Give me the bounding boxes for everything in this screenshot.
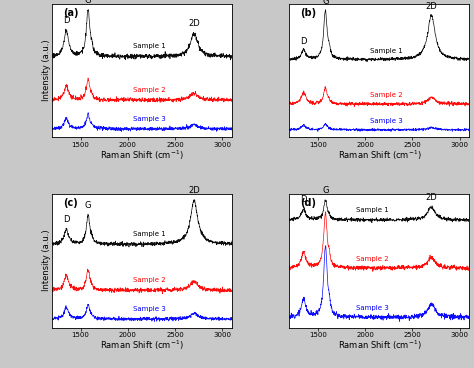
Text: Sample 1: Sample 1 <box>133 231 165 237</box>
Text: Sample 3: Sample 3 <box>133 306 165 312</box>
Text: D: D <box>63 16 70 25</box>
Y-axis label: Intensity (a.u.): Intensity (a.u.) <box>42 40 51 102</box>
Text: Sample 1: Sample 1 <box>370 48 402 54</box>
Text: G: G <box>85 201 91 210</box>
Text: Sample 2: Sample 2 <box>133 277 165 283</box>
Text: (b): (b) <box>300 8 316 18</box>
Text: (a): (a) <box>63 8 78 18</box>
Text: Sample 2: Sample 2 <box>133 87 165 93</box>
Text: (c): (c) <box>63 198 78 208</box>
Text: 2D: 2D <box>426 193 438 202</box>
X-axis label: Raman Shift (cm$^{-1}$): Raman Shift (cm$^{-1}$) <box>100 339 184 353</box>
X-axis label: Raman Shift (cm$^{-1}$): Raman Shift (cm$^{-1}$) <box>337 339 421 353</box>
Text: Sample 2: Sample 2 <box>356 255 388 262</box>
Text: G: G <box>322 186 328 195</box>
Text: Sample 2: Sample 2 <box>370 92 402 98</box>
Text: 2D: 2D <box>188 19 200 28</box>
Y-axis label: Intensity (a.u.): Intensity (a.u.) <box>42 230 51 291</box>
Text: G: G <box>322 0 328 6</box>
Text: 2D: 2D <box>426 2 438 11</box>
Text: 2D: 2D <box>188 186 200 195</box>
Text: (d): (d) <box>300 198 316 208</box>
Text: Sample 3: Sample 3 <box>133 116 165 122</box>
Text: Sample 3: Sample 3 <box>356 305 389 311</box>
Text: Sample 1: Sample 1 <box>356 208 389 213</box>
Text: D: D <box>301 37 307 46</box>
Text: Sample 3: Sample 3 <box>370 118 402 124</box>
Text: D: D <box>301 195 307 204</box>
Text: Sample 1: Sample 1 <box>133 43 165 49</box>
X-axis label: Raman Shift (cm$^{-1}$): Raman Shift (cm$^{-1}$) <box>100 149 184 162</box>
X-axis label: Raman Shift (cm$^{-1}$): Raman Shift (cm$^{-1}$) <box>337 149 421 162</box>
Text: G: G <box>85 0 91 5</box>
Text: D: D <box>63 215 70 224</box>
